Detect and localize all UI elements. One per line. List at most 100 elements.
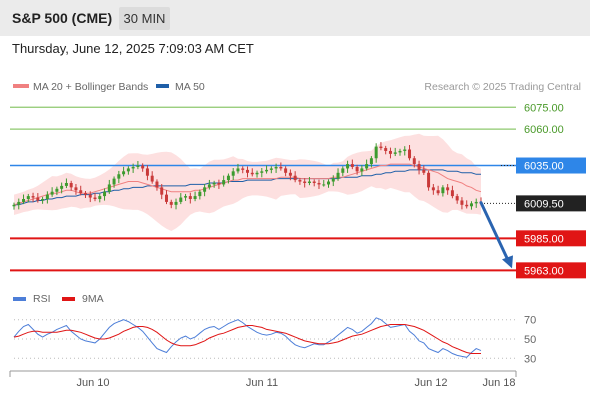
copyright-text: Research © 2025 Trading Central [424,81,581,93]
rsi-ma-legend-label: 9MA [82,293,104,305]
candle-body [336,172,340,179]
candle-body [288,172,292,176]
candle-body [241,168,245,170]
candle-body [274,166,278,169]
candle-body [12,204,16,207]
level-label-2: 6035.00 [524,161,564,173]
candle-body [312,181,316,183]
candle-body [193,196,197,200]
candle-body [131,166,135,169]
candle-body [355,166,359,172]
candle-body [174,201,178,205]
candle-body [222,180,226,185]
candle-body [265,169,269,172]
timestamp: Thursday, June 12, 2025 7:09:03 AM CET [12,41,254,56]
candle-body [203,187,207,192]
ma50-line [14,169,481,206]
bollinger-band [14,133,481,231]
level-label-bg-2 [516,157,586,174]
candle-body [284,168,288,173]
candle-body [155,181,159,188]
candle-body [60,185,64,189]
candle-body [246,169,249,173]
rsi-tick-label: 70 [524,315,536,327]
candle-body [236,168,240,172]
candle-body [164,194,168,202]
candle-body [455,196,459,201]
candle-body [427,172,431,188]
candle-body [412,158,416,165]
candle-body [346,164,350,169]
candle-body [446,187,450,191]
candle-body [31,196,35,198]
instrument-title: S&P 500 (CME) [12,10,113,26]
candle-body [145,168,149,176]
projection-arrow-head [502,255,513,269]
candle-body [83,193,87,195]
candle-body [45,194,49,200]
x-tick-label: Jun 11 [246,377,278,389]
candle-body [79,190,83,194]
level-label-bg-4 [516,262,586,279]
candle-body [184,196,188,198]
rsi-ma-line [13,324,481,354]
candle-body [436,190,440,194]
ma20-line [13,163,482,206]
candle-body [17,201,21,205]
candle-body [41,199,45,201]
candle-body [374,146,378,159]
candle-body [365,164,369,169]
candle-body [360,168,364,172]
level-label-0: 6075.00 [524,102,564,114]
x-tick-label: Jun 18 [482,377,515,389]
ma50-legend-label: MA 50 [175,81,205,93]
candle-body [422,169,426,173]
candle-body [26,196,30,200]
candle-body [231,171,235,176]
candle-body [303,181,307,183]
candle-body [126,168,130,172]
candle-body [255,172,259,175]
candle-body [122,171,126,175]
candle-body [22,199,26,202]
x-tick-label: Jun 10 [76,377,109,389]
rsi-ma-legend-swatch [62,297,75,301]
candle-body [403,149,407,151]
candle-body [212,182,216,185]
rsi-tick-label: 50 [524,334,536,346]
candle-body [136,165,140,167]
candle-body [298,180,302,182]
timeframe-badge[interactable]: 30 MIN [119,7,170,30]
candle-body [50,191,54,195]
candle-body [269,168,273,170]
candle-body [169,201,173,205]
candle-body [388,150,392,154]
candle-body [250,172,254,175]
rsi-tick-label: 30 [524,353,536,365]
candle-body [260,171,264,173]
candle-body [369,158,373,165]
candle-body [341,168,345,173]
candle-body [55,188,59,192]
candle-body [93,197,97,200]
level-label-1: 6060.00 [524,124,564,136]
candle-body [217,182,221,185]
candle-body [141,165,145,169]
candle-body [431,187,435,191]
candle-body [441,187,445,194]
rsi-legend-label: RSI [33,293,51,305]
candle-body [322,184,326,186]
candle-body [179,197,183,202]
candle-body [398,150,402,153]
candle-body [112,178,116,185]
candle-body [465,204,469,207]
candle-body [331,178,335,182]
rsi-legend-swatch [13,297,26,301]
projection-arrow-line [479,201,511,264]
level-label-bg-3 [516,230,586,247]
header-bar [0,0,590,36]
candle-body [350,164,354,167]
candle-body [460,200,464,205]
candle-body [307,181,311,183]
